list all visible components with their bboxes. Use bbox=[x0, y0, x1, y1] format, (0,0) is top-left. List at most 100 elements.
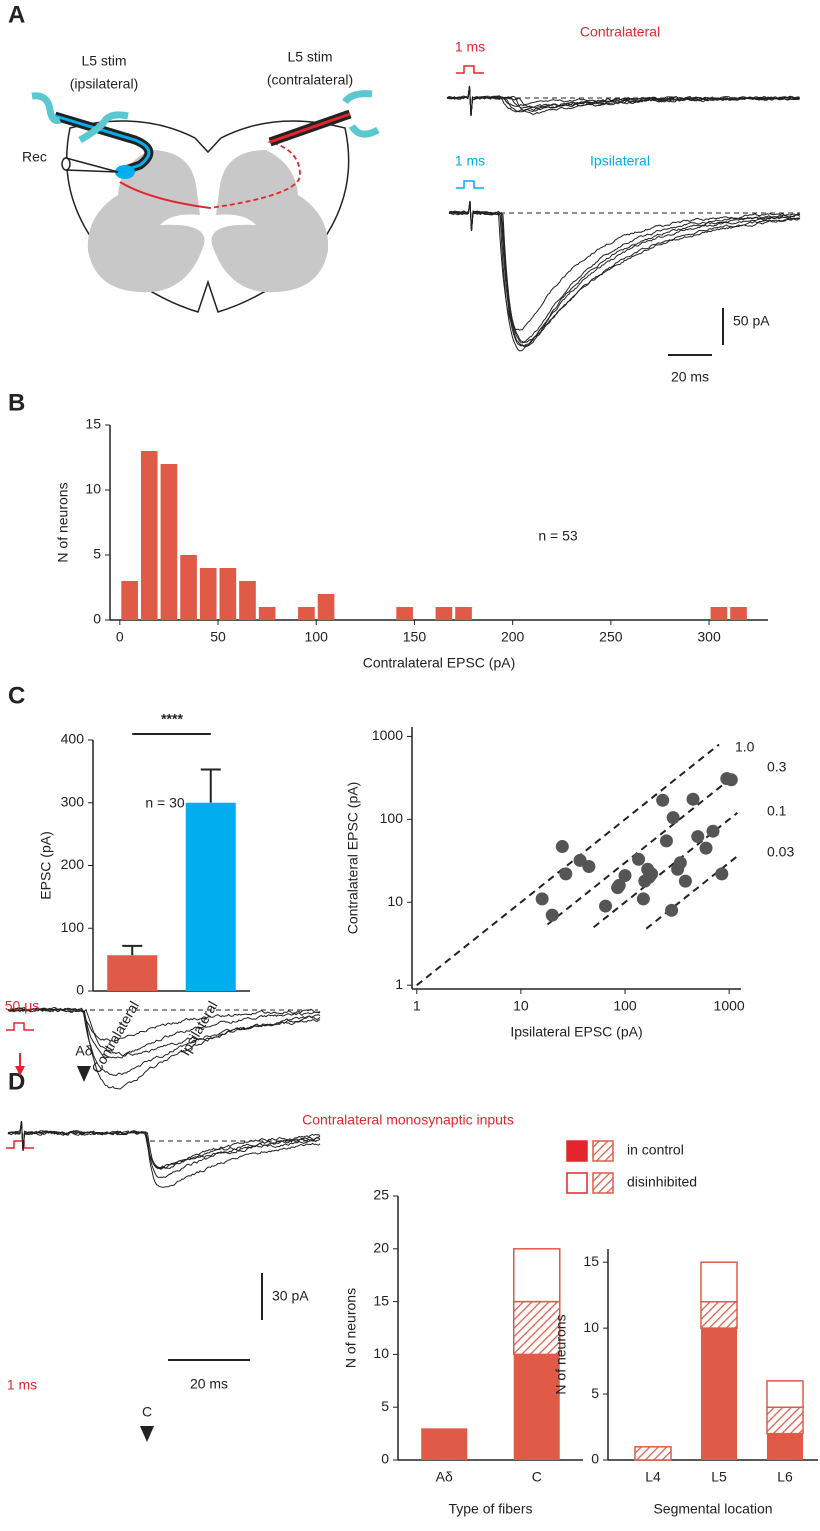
point bbox=[686, 792, 700, 806]
bar bbox=[239, 581, 256, 620]
bar bbox=[317, 594, 335, 620]
bar bbox=[160, 464, 178, 620]
point bbox=[599, 899, 613, 913]
significance: **** bbox=[161, 711, 183, 727]
bar-segment bbox=[701, 1328, 737, 1460]
bar-segment bbox=[634, 1446, 672, 1461]
bar-segment bbox=[513, 1354, 560, 1460]
y-tick-label: 25 bbox=[373, 1187, 389, 1203]
y-tick-label: 15 bbox=[583, 1253, 599, 1269]
point bbox=[636, 892, 650, 906]
trace-title: Ipsilateral bbox=[590, 153, 650, 169]
bar-segment bbox=[766, 1406, 804, 1435]
bar bbox=[298, 607, 315, 620]
bar bbox=[121, 581, 138, 620]
y-tick-label: 15 bbox=[373, 1292, 389, 1308]
bar bbox=[258, 607, 276, 620]
y-tick-label: 1000 bbox=[372, 727, 403, 743]
y-axis-label: N of neurons bbox=[553, 1314, 569, 1394]
bar-segment bbox=[700, 1261, 738, 1303]
y-tick-label: 0 bbox=[591, 1451, 599, 1467]
point bbox=[715, 867, 729, 881]
x-tick-label: 100 bbox=[305, 629, 329, 645]
scale-label: 50 pA bbox=[733, 313, 770, 329]
point bbox=[673, 856, 687, 870]
y-tick-label: 5 bbox=[381, 1398, 389, 1414]
x-axis-label: Contralateral EPSC (pA) bbox=[363, 655, 516, 671]
y-axis-label: EPSC (pA) bbox=[38, 831, 54, 899]
point bbox=[582, 860, 596, 874]
point bbox=[699, 841, 713, 855]
point bbox=[555, 840, 569, 854]
trace bbox=[7, 1120, 321, 1170]
trace bbox=[446, 85, 800, 117]
y-tick-label: 10 bbox=[373, 1345, 389, 1361]
point bbox=[678, 874, 692, 888]
point bbox=[656, 793, 670, 807]
ratio-label: 0.03 bbox=[767, 844, 794, 860]
y-tick-label: 10 bbox=[583, 1319, 599, 1335]
point bbox=[665, 903, 679, 917]
y-tick-label: 0 bbox=[381, 1451, 389, 1467]
trace bbox=[7, 1120, 321, 1170]
point bbox=[612, 878, 626, 892]
point bbox=[645, 867, 659, 881]
y-tick-label: 0 bbox=[76, 982, 84, 998]
bar bbox=[185, 802, 236, 991]
legend-swatch bbox=[566, 1172, 588, 1194]
bar-segment bbox=[513, 1300, 561, 1356]
x-tick-label: 300 bbox=[697, 629, 721, 645]
trace bbox=[7, 1120, 321, 1188]
x-tick-label: 100 bbox=[613, 998, 637, 1014]
ratio-label: 0.3 bbox=[767, 759, 787, 775]
bar-segment bbox=[766, 1380, 804, 1408]
annotation: n = 30 bbox=[145, 795, 185, 811]
y-tick-label: 100 bbox=[380, 810, 404, 826]
point bbox=[559, 867, 573, 881]
bar-segment bbox=[767, 1433, 803, 1460]
x-axis-label: Segmental location bbox=[653, 1501, 772, 1517]
trace bbox=[8, 1007, 321, 1077]
point bbox=[618, 869, 632, 883]
panel-label: A bbox=[8, 1, 25, 28]
bar bbox=[710, 607, 728, 620]
y-tick-label: 200 bbox=[61, 856, 85, 872]
bar bbox=[140, 451, 158, 620]
y-tick-label: 300 bbox=[61, 793, 85, 809]
scale-label: 30 pA bbox=[272, 1288, 309, 1304]
x-tick-label: L5 bbox=[711, 1469, 727, 1485]
trace bbox=[7, 1007, 321, 1090]
legend-swatch bbox=[592, 1140, 614, 1162]
traces-a bbox=[446, 65, 801, 356]
y-tick-label: 0 bbox=[93, 611, 101, 627]
y-tick-label: 5 bbox=[591, 1385, 599, 1401]
bar bbox=[107, 955, 158, 991]
x-axis-label: Ipsilateral EPSC (pA) bbox=[510, 1024, 642, 1040]
x-tick-label: 200 bbox=[501, 629, 525, 645]
ratio-line bbox=[546, 779, 730, 926]
diagram-label: L5 stim bbox=[287, 49, 332, 65]
bar bbox=[455, 607, 472, 620]
diagram-label: (contralateral) bbox=[267, 72, 353, 88]
ratio-label: 0.1 bbox=[767, 803, 787, 819]
trace bbox=[7, 1007, 321, 1042]
ratio-label: 1.0 bbox=[735, 739, 755, 755]
legend-swatch bbox=[566, 1140, 588, 1162]
point bbox=[545, 908, 559, 922]
x-tick-label: Aδ bbox=[436, 1469, 453, 1485]
point bbox=[535, 892, 549, 906]
bar-segment bbox=[421, 1428, 468, 1460]
y-tick-label: 10 bbox=[387, 893, 403, 909]
diagram-label: (ipsilateral) bbox=[70, 76, 138, 92]
trace bbox=[446, 85, 800, 117]
x-tick-label: C bbox=[532, 1469, 542, 1485]
ratio-line bbox=[416, 743, 720, 986]
spinal-cord-diagram bbox=[31, 90, 380, 313]
diagram-label: Rec bbox=[22, 149, 47, 165]
point bbox=[632, 852, 646, 866]
y-tick-label: 15 bbox=[85, 416, 101, 432]
trace-title: Contralateral monosynaptic inputs bbox=[302, 1112, 514, 1128]
x-tick-label: 1 bbox=[413, 998, 421, 1014]
x-axis-label: Type of fibers bbox=[448, 1501, 532, 1517]
